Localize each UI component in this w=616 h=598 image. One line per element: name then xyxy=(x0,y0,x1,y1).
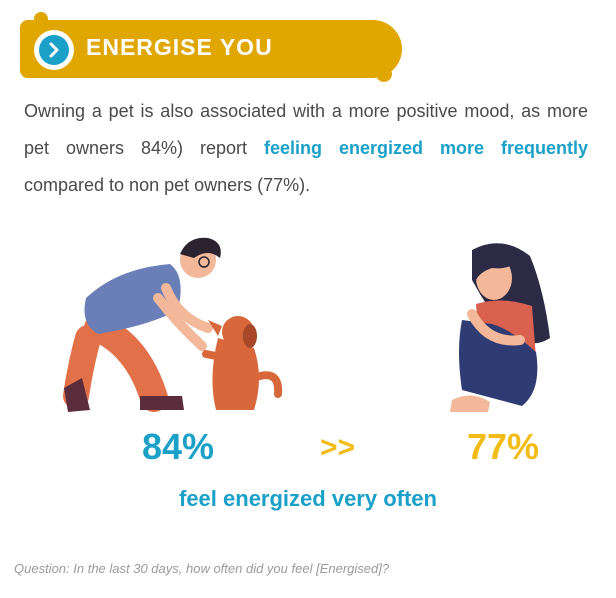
man-with-dog-illustration xyxy=(63,237,283,412)
stat-caption: feel energized very often xyxy=(179,486,437,511)
section-title: ENERGISE YOU xyxy=(86,34,273,60)
sad-woman-illustration xyxy=(450,243,550,412)
body-paragraph: Owning a pet is also associated with a m… xyxy=(24,93,588,204)
body-text-part1: Owning a pet is also associated with a m… xyxy=(24,101,588,158)
banner-decor-dot xyxy=(376,66,392,82)
body-text-part2: compared to non pet owners (77%). xyxy=(24,175,311,195)
survey-question: Question: In the last 30 days, how often… xyxy=(14,561,390,576)
comparison-symbol: >> xyxy=(320,431,356,464)
section-banner xyxy=(20,20,402,78)
pet-owner-stat: 84% xyxy=(142,426,215,467)
banner-decor-dot xyxy=(34,12,48,26)
chevron-right-icon xyxy=(34,30,74,70)
body-highlight: feeling energized more frequently xyxy=(264,138,589,158)
non-owner-stat: 77% xyxy=(467,426,540,467)
